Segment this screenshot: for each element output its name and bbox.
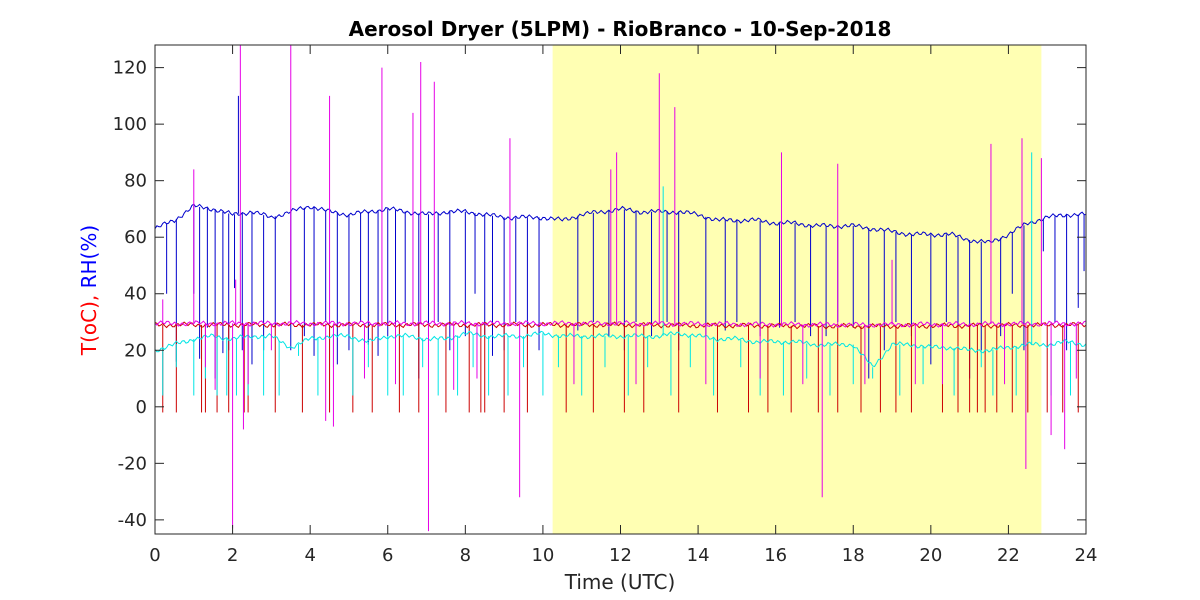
- x-tick-label: 20: [919, 545, 942, 566]
- x-axis-label: Time (UTC): [564, 570, 676, 594]
- y-axis-label: T(oC), RH(%): [77, 225, 101, 356]
- x-tick-label: 0: [149, 545, 160, 566]
- y-axis-label-temp: T(oC),: [77, 288, 101, 356]
- x-tick-label: 8: [460, 545, 471, 566]
- y-tick-label: 20: [124, 340, 147, 361]
- x-tick-label: 16: [764, 545, 787, 566]
- chart-title: Aerosol Dryer (5LPM) - RioBranco - 10-Se…: [349, 17, 892, 41]
- y-tick-label: 100: [113, 114, 147, 135]
- y-tick-label: -40: [118, 510, 147, 531]
- x-tick-label: 14: [687, 545, 710, 566]
- y-tick-label: 40: [124, 284, 147, 305]
- x-tick-label: 12: [609, 545, 632, 566]
- x-tick-label: 2: [227, 545, 238, 566]
- y-tick-label: -20: [118, 453, 147, 474]
- x-tick-label: 18: [842, 545, 865, 566]
- series-line-3: [155, 319, 1086, 329]
- y-tick-label: 120: [113, 58, 147, 79]
- y-axis-label-rh: RH(%): [77, 225, 101, 289]
- series-line-2: [155, 330, 1086, 368]
- x-tick-label: 22: [997, 545, 1020, 566]
- x-tick-label: 24: [1075, 545, 1098, 566]
- series-group: [155, 45, 1086, 532]
- series-line-0: [155, 203, 1086, 244]
- x-tick-label: 4: [304, 545, 315, 566]
- x-tick-label: 10: [531, 545, 554, 566]
- plot-area: 0 2 4 6 8 10 12 14 16 18 20 22 24-40-200204060801001…: [113, 44, 1098, 566]
- y-tick-label: 60: [124, 227, 147, 248]
- y-tick-label: 0: [136, 397, 147, 418]
- y-tick-label: 80: [124, 171, 147, 192]
- highlight-band: [552, 45, 1042, 534]
- x-tick-label: 6: [382, 545, 393, 566]
